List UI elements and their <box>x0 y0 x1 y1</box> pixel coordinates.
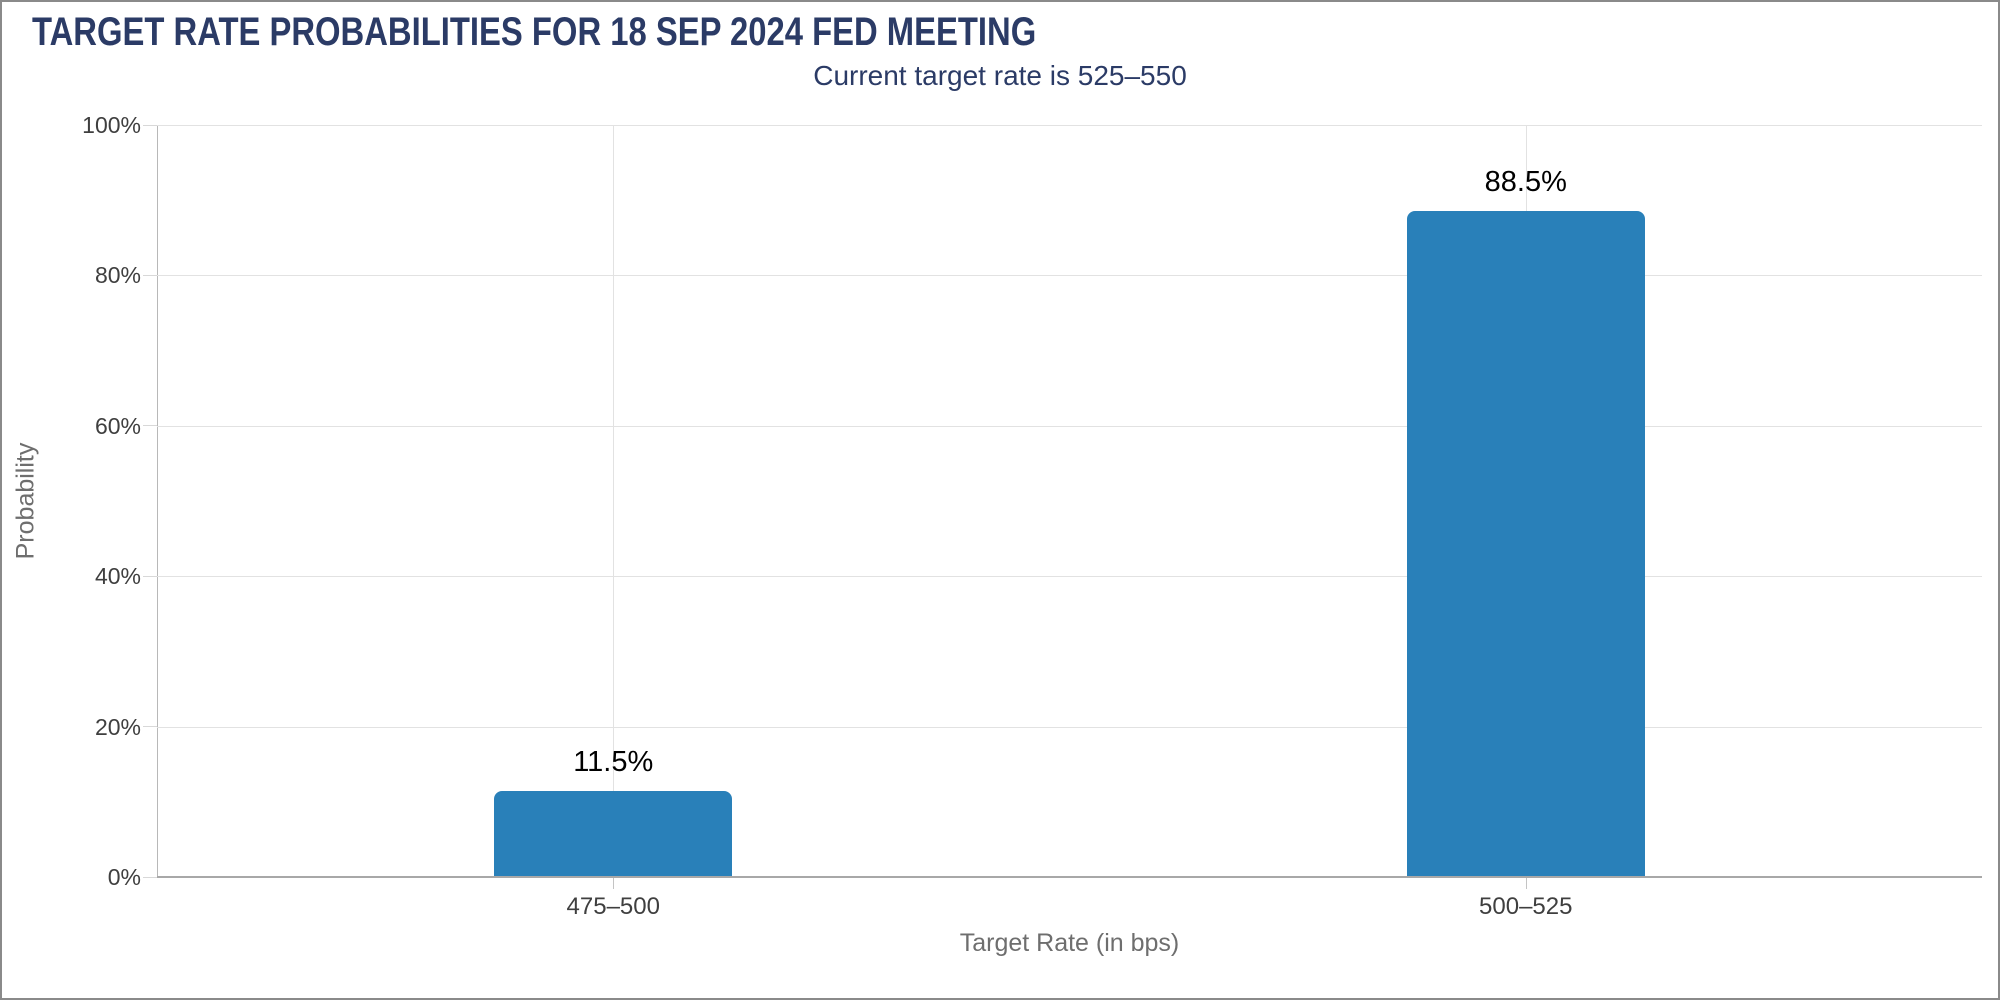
x-tick-0 <box>613 877 615 889</box>
y-tick-60 <box>143 425 157 427</box>
y-tick-80 <box>143 274 157 276</box>
y-gridline-20 <box>157 726 1982 728</box>
y-tick-label-100: 100% <box>82 112 141 138</box>
bar-500–525 <box>1406 211 1645 877</box>
y-tick-label-0: 0% <box>107 864 141 890</box>
x-tick-label-0: 475–500 <box>566 893 660 920</box>
plot-area: Target Rate (in bps) 0% 20% 40% 60% 80% 100% 1… <box>82 112 1982 957</box>
y-tick-label-80: 80% <box>94 262 141 289</box>
x-axis-baseline <box>157 876 1982 878</box>
page-title: TARGET RATE PROBABILITIES FOR 18 SEP 202… <box>32 10 1037 54</box>
y-tick-100 <box>143 124 157 126</box>
bar-value-label-0: 11.5% <box>573 745 654 778</box>
y-tick-label-40: 40% <box>94 563 141 590</box>
y-axis-line <box>157 125 158 877</box>
x-axis-title: Target Rate (in bps) <box>959 929 1180 957</box>
y-gridline-100 <box>157 125 1982 126</box>
y-tick-label-20: 20% <box>94 713 141 740</box>
y-axis-title: Probability <box>11 442 40 560</box>
bar-475–500 <box>494 790 733 877</box>
y-tick-20 <box>143 726 157 728</box>
x-tick-1 <box>1525 877 1527 889</box>
y-gridline-80 <box>157 275 1982 277</box>
y-gridline-40 <box>157 576 1982 578</box>
category-gridline-0 <box>613 125 615 877</box>
y-tick-0 <box>143 876 157 878</box>
y-gridline-60 <box>157 425 1982 427</box>
bar-value-label-1: 88.5% <box>1484 166 1567 199</box>
x-tick-label-1: 500–525 <box>1479 893 1573 920</box>
y-tick-40 <box>143 575 157 577</box>
y-tick-label-60: 60% <box>94 412 141 439</box>
chart-subtitle: Current target rate is 525–550 <box>813 60 1187 91</box>
